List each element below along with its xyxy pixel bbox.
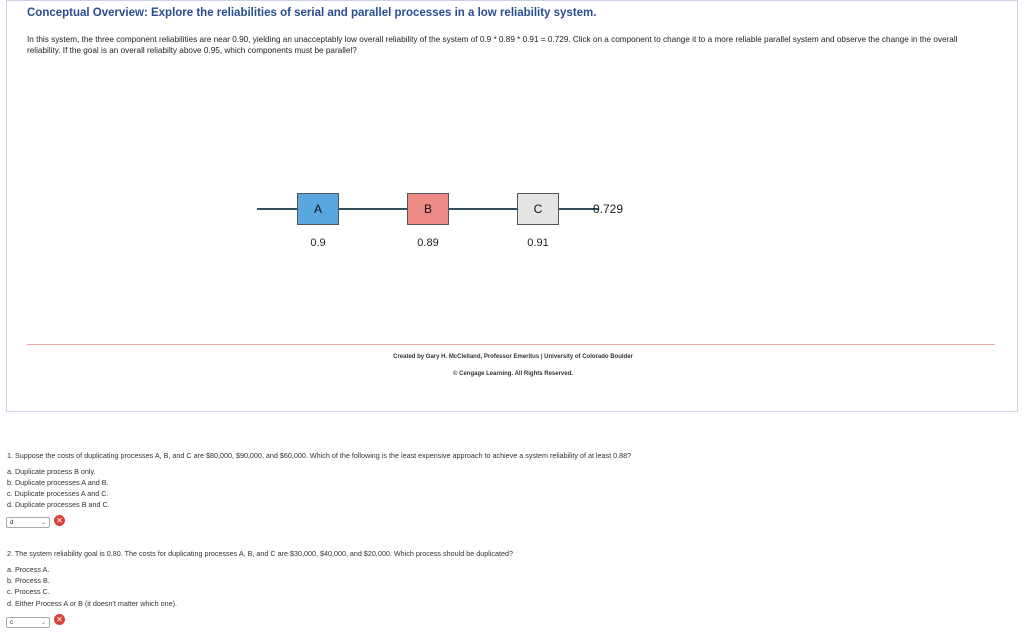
question-1-option-a: a. Duplicate process B only. <box>7 467 96 476</box>
credit-copyright: © Cengage Learning. All Rights Reserved. <box>453 371 573 377</box>
component-c-reliability: 0.91 <box>527 237 549 249</box>
page-title: Conceptual Overview: Explore the reliabi… <box>27 7 597 19</box>
question-2-option-c: c. Process C. <box>7 587 50 596</box>
component-a-block[interactable]: A <box>297 193 339 225</box>
question-1-answer-select[interactable]: d ⌄ <box>6 517 50 528</box>
divider <box>27 344 995 345</box>
question-1-selected-value: d <box>10 519 14 526</box>
component-a-reliability: 0.9 <box>310 237 326 249</box>
incorrect-icon: ✕ <box>54 515 65 526</box>
question-2-answer-select[interactable]: c ⌄ <box>6 617 50 628</box>
component-c-block[interactable]: C <box>517 193 559 225</box>
question-1-text: 1. Suppose the costs of duplicating proc… <box>7 451 632 460</box>
connector-line-start <box>257 208 297 210</box>
overall-reliability: 0.729 <box>593 202 624 216</box>
connector-line-ab <box>339 208 407 210</box>
question-1-option-d: d. Duplicate processes B and C. <box>7 500 110 509</box>
question-2-option-b: b. Process B. <box>7 576 50 585</box>
simulation-frame: Conceptual Overview: Explore the reliabi… <box>6 0 1018 412</box>
component-b-block[interactable]: B <box>407 193 449 225</box>
component-a-label: A <box>313 202 322 216</box>
connector-line-bc <box>449 208 517 210</box>
question-1-option-b: b. Duplicate processes A and B. <box>7 478 109 487</box>
chevron-down-icon: ⌄ <box>40 520 46 526</box>
question-1-option-c: c. Duplicate processes A and C. <box>7 489 109 498</box>
connector-line-end <box>559 208 599 210</box>
component-b-label: B <box>423 202 432 216</box>
credit-author: Created by Gary H. McClelland, Professor… <box>393 354 633 360</box>
component-b-reliability: 0.89 <box>417 237 439 249</box>
question-2-option-a: a. Process A. <box>7 565 50 574</box>
question-2-option-d: d. Either Process A or B (it doesn't mat… <box>7 599 177 608</box>
component-c-label: C <box>533 202 543 216</box>
intro-text: In this system, the three component reli… <box>27 35 958 55</box>
chevron-down-icon: ⌄ <box>40 620 46 626</box>
question-2-selected-value: c <box>10 619 13 626</box>
question-2-text: 2. The system reliability goal is 0.80. … <box>7 549 513 558</box>
incorrect-icon: ✕ <box>54 614 65 625</box>
